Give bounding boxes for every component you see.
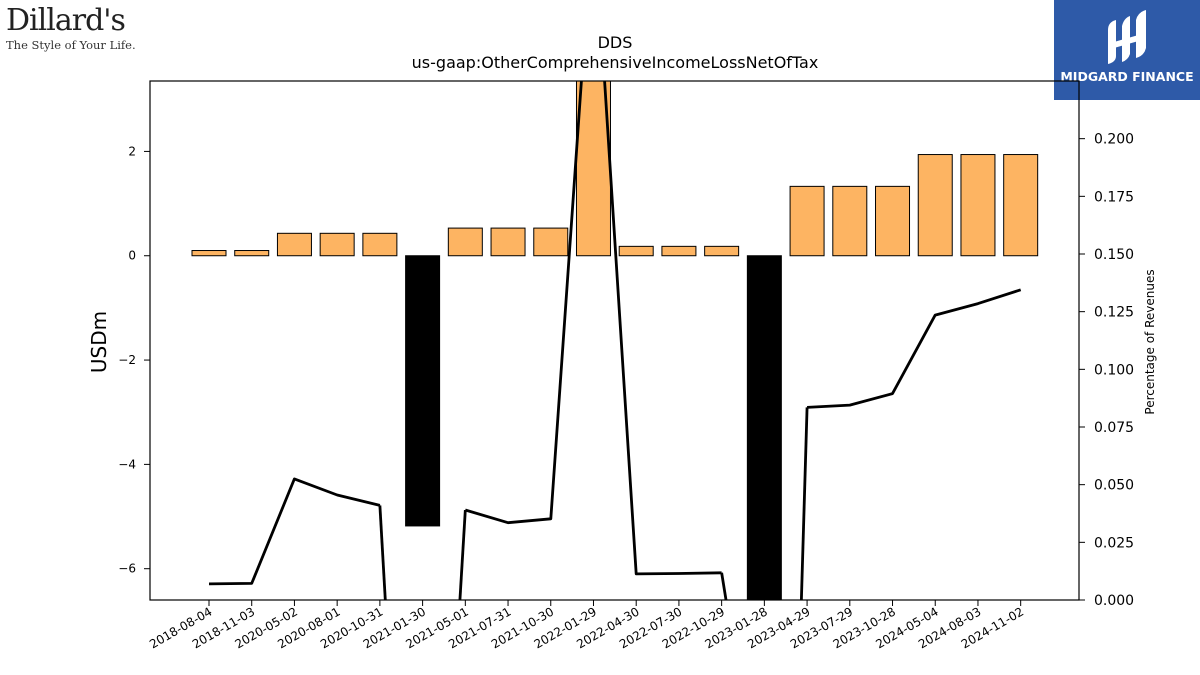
y2-tick-label: 0.050 bbox=[1094, 478, 1134, 494]
chart-subtitle: us-gaap:OtherComprehensiveIncomeLossNetO… bbox=[412, 53, 819, 72]
y2-tick-label: 0.100 bbox=[1094, 362, 1134, 378]
midgard-finance-logo: MIDGARD FINANCE bbox=[1054, 0, 1200, 100]
y-tick-label: −2 bbox=[118, 353, 136, 367]
line-series bbox=[208, 81, 1022, 600]
bar-2023-01-28 bbox=[746, 255, 782, 600]
y-axis-left: −6 −4 −2 0 2 bbox=[118, 144, 150, 576]
y-tick-label: 2 bbox=[128, 144, 136, 158]
dillards-logo-tagline: The Style of Your Life. bbox=[6, 38, 136, 52]
y2-tick-label: 0.200 bbox=[1094, 132, 1134, 148]
y2-tick-label: 0.125 bbox=[1094, 305, 1134, 321]
midgard-finance-mark-icon bbox=[1108, 10, 1146, 64]
bar-2021-01-30 bbox=[405, 255, 441, 527]
line-segment-1 bbox=[208, 477, 381, 586]
bar-2023-04-29 bbox=[789, 185, 825, 257]
chart-title: DDS bbox=[598, 33, 633, 52]
bar-2021-10-30 bbox=[533, 227, 569, 257]
y2-tick-label: 0.075 bbox=[1094, 420, 1134, 436]
bar-2021-07-31 bbox=[490, 227, 526, 257]
bar-2020-08-01 bbox=[319, 232, 355, 257]
bar-2020-05-02 bbox=[276, 232, 312, 257]
bar-2023-10-28 bbox=[875, 185, 911, 257]
bar-series bbox=[191, 81, 1039, 600]
y2-tick-label: 0.150 bbox=[1094, 247, 1134, 263]
dillards-logo: Dillard's The Style of Your Life. bbox=[6, 4, 136, 56]
bar-2022-07-30 bbox=[661, 245, 697, 257]
bar-2024-08-03 bbox=[960, 154, 996, 257]
bar-2021-05-01 bbox=[447, 227, 483, 257]
line-segment-2 bbox=[464, 81, 722, 576]
y2-axis-label: Percentage of Revenues bbox=[1143, 269, 1157, 414]
bar-2022-01-29 bbox=[575, 81, 611, 257]
line-gap-drop bbox=[799, 407, 809, 600]
y-axis-right: 0.000 0.025 0.050 0.075 0.100 0.125 0.150 0.175… bbox=[1079, 132, 1134, 609]
y-tick-label: −4 bbox=[118, 457, 136, 471]
bar-2024-11-02 bbox=[1003, 154, 1039, 257]
y-axis-label: USDm bbox=[87, 311, 111, 373]
midgard-finance-name: MIDGARD FINANCE bbox=[1060, 69, 1194, 84]
plot-frame bbox=[149, 80, 1080, 601]
y-tick-label: −6 bbox=[118, 562, 136, 576]
bar-2018-08-04 bbox=[191, 250, 227, 257]
bar-2020-10-31 bbox=[362, 232, 398, 257]
line-gap-drop bbox=[378, 505, 387, 600]
y-tick-label: 0 bbox=[128, 249, 136, 263]
y2-tick-label: 0.025 bbox=[1094, 535, 1134, 551]
line-gap-drop bbox=[720, 572, 728, 600]
bar-2023-07-29 bbox=[832, 185, 868, 257]
bar-2022-04-30 bbox=[618, 245, 654, 257]
bar-2022-10-29 bbox=[704, 245, 740, 257]
line-segment-3 bbox=[807, 288, 1022, 409]
line-gap-drop bbox=[458, 509, 467, 600]
bar-2024-05-04 bbox=[917, 154, 953, 257]
bar-2018-11-03 bbox=[234, 250, 270, 257]
dillards-logo-brand: Dillard's bbox=[6, 3, 126, 38]
x-axis: 2018-08-042018-11-032020-05-022020-08-01… bbox=[147, 600, 1026, 651]
y2-tick-label: 0.000 bbox=[1094, 593, 1134, 609]
y2-tick-label: 0.175 bbox=[1094, 189, 1134, 205]
